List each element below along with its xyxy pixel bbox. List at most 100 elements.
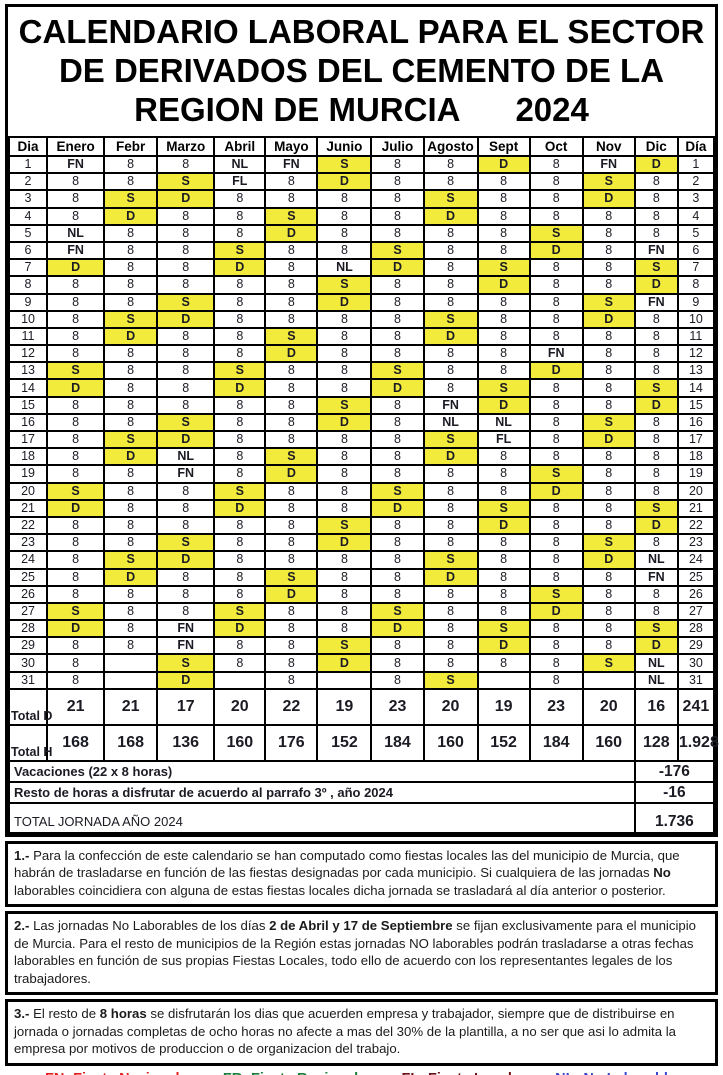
calendar-cell: 8: [213, 326, 267, 347]
day-number: 12: [676, 344, 716, 364]
calendar-cell: 8: [316, 223, 373, 243]
calendar-cell: S: [422, 309, 479, 329]
calendar-cell: S: [103, 309, 159, 329]
calendar-cell: D: [633, 636, 679, 656]
calendar-cell: S: [581, 533, 636, 553]
day-number: 10: [676, 309, 716, 329]
calendar-cell: 8: [633, 326, 679, 347]
calendar-cell: FN: [633, 567, 679, 587]
calendar-cell: 8: [103, 172, 159, 192]
calendar-row: 13 S 8 8 S 8 8 S 8 8 D 8 8 13: [7, 361, 716, 381]
calendar-cell: 8: [370, 550, 425, 570]
day-number: 26: [676, 584, 716, 604]
calendar-cell: D: [103, 567, 159, 587]
calendar-cell: 8: [422, 172, 479, 192]
day-number: 13: [7, 361, 49, 381]
day-number: 6: [676, 240, 716, 261]
calendar-cell: 8: [528, 550, 584, 570]
header-month: Nov: [581, 136, 636, 157]
calendar-cell: 8: [528, 206, 584, 226]
calendar-cell: S: [264, 206, 319, 226]
header-month: Sept: [476, 136, 531, 157]
calendar-cell: 8: [156, 498, 216, 518]
calendar-cell: 8: [476, 172, 531, 192]
calendar-cell: 8: [213, 533, 267, 553]
calendar-cell: S: [156, 172, 216, 192]
calendar-cell: 8: [213, 550, 267, 570]
calendar-cell: D: [476, 154, 531, 175]
calendar-cell: 8: [316, 447, 373, 467]
calendar-cell: 8: [370, 447, 425, 467]
summary-label: Resto de horas a disfrutar de acuerdo al…: [8, 780, 636, 804]
calendar-cell: 8: [103, 533, 159, 553]
calendar-cell: 8: [103, 636, 159, 656]
calendar-body: 1 FN 8 8 NL FN S 8 8 D 8 FN D 1 2 8 8 S FL 8 D 8 8 8 8 S 8 2 3 8 S D 8 8 8…: [7, 154, 716, 690]
total-days-cell: 22: [264, 687, 319, 726]
calendar-cell: S: [264, 326, 319, 347]
calendar-cell: D: [633, 515, 679, 536]
calendar-cell: 8: [213, 412, 267, 433]
calendar-cell: 8: [103, 412, 159, 433]
calendar-cell: 8: [581, 601, 636, 622]
day-number: 28: [676, 619, 716, 639]
calendar-cell: D: [46, 378, 106, 398]
page-title-line3: REGION DE MURCIA 2024: [8, 90, 715, 129]
calendar-cell: 8: [213, 395, 267, 415]
calendar-table: Dia Enero Febr Marzo Abril Mayo Junio Julio Agos…: [7, 136, 719, 834]
calendar-cell: 8: [370, 275, 425, 295]
calendar-cell: 8: [316, 584, 373, 604]
total-hours-cell: 136: [156, 723, 216, 762]
page-title-year: 2024: [515, 91, 589, 128]
day-number: 14: [7, 378, 49, 398]
day-number: 5: [676, 223, 716, 243]
calendar-cell: [213, 670, 267, 690]
summary-value: -16: [633, 780, 716, 804]
calendar-header-row: Dia Enero Febr Marzo Abril Mayo Junio Julio Agos…: [7, 136, 716, 157]
calendar-cell: 8: [46, 533, 106, 553]
calendar-row: 26 8 8 8 8 D 8 8 8 8 S 8 8 26: [7, 584, 716, 604]
calendar-cell: 8: [581, 447, 636, 467]
calendar-cell: 8: [581, 240, 636, 261]
calendar-cell: D: [316, 533, 373, 553]
day-number: 22: [7, 515, 49, 536]
calendar-cell: S: [156, 412, 216, 433]
calendar-cell: 8: [370, 172, 425, 192]
calendar-cell: 8: [581, 619, 636, 639]
day-number: 25: [7, 567, 49, 587]
day-number: 3: [7, 189, 49, 209]
calendar-cell: S: [528, 223, 584, 243]
day-number: 27: [7, 601, 49, 622]
totals-body: Total D 21 21 17 20 22 19 23 20 19 23 20 16 241 Total …: [7, 687, 719, 762]
calendar-cell: D: [264, 584, 319, 604]
summary-value: 1.736: [633, 801, 716, 834]
calendar-row: 5 NL 8 8 8 D 8 8 8 8 S 8 8 5: [7, 223, 716, 243]
calendar-cell: S: [633, 258, 679, 278]
calendar-cell: 8: [476, 464, 531, 484]
total-hours-cell: 184: [370, 723, 425, 762]
calendar-cell: 8: [370, 223, 425, 243]
calendar-cell: 8: [103, 275, 159, 295]
calendar-cell: S: [476, 258, 531, 278]
calendar-cell: 8: [528, 172, 584, 192]
calendar-cell: 8: [103, 601, 159, 622]
day-number: 25: [676, 567, 716, 587]
calendar-cell: 8: [156, 154, 216, 175]
calendar-cell: 8: [264, 240, 319, 261]
calendar-cell: NL: [633, 550, 679, 570]
calendar-cell: NL: [476, 412, 531, 433]
day-number: 15: [7, 395, 49, 415]
calendar-cell: NL: [316, 258, 373, 278]
calendar-cell: 8: [476, 481, 531, 501]
calendar-row: 16 8 8 S 8 8 D 8 NL NL 8 S 8 16: [7, 412, 716, 433]
calendar-cell: 8: [422, 275, 479, 295]
calendar-cell: 8: [370, 395, 425, 415]
calendar-cell: 8: [633, 309, 679, 329]
total-days-cell: 19: [476, 687, 531, 726]
calendar-cell: 8: [370, 567, 425, 587]
calendar-cell: 8: [633, 206, 679, 226]
calendar-cell: S: [213, 601, 267, 622]
summary-value: -176: [633, 759, 716, 783]
calendar-cell: 8: [528, 412, 584, 433]
calendar-cell: FN: [156, 464, 216, 484]
calendar-cell: 8: [528, 619, 584, 639]
